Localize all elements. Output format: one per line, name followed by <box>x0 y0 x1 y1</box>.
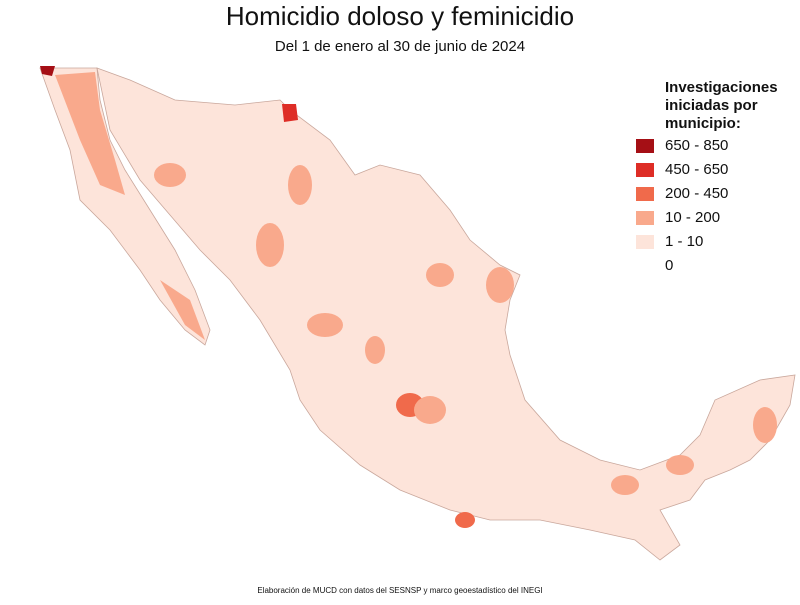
region <box>414 396 446 424</box>
region <box>40 66 55 76</box>
region <box>753 407 777 443</box>
subtitle: Del 1 de enero al 30 de junio de 2024 <box>275 38 525 55</box>
mainland <box>96 67 796 561</box>
legend-label: 10 - 200 <box>665 209 720 226</box>
legend-swatch <box>636 235 654 249</box>
region <box>365 336 385 364</box>
region <box>486 267 514 303</box>
legend-title: Investigaciones <box>665 79 778 96</box>
legend-swatch <box>636 139 654 153</box>
region <box>426 263 454 287</box>
region <box>282 104 298 122</box>
legend-swatch <box>636 259 654 273</box>
legend-label: 0 <box>665 257 673 274</box>
region <box>611 475 639 495</box>
region <box>55 72 125 195</box>
region <box>154 163 186 187</box>
legend-label: 200 - 450 <box>665 185 728 202</box>
region <box>160 280 205 340</box>
legend-label: 450 - 650 <box>665 161 728 178</box>
region <box>288 165 312 205</box>
legend-swatch <box>636 163 654 177</box>
legend-swatch <box>636 211 654 225</box>
region <box>666 455 694 475</box>
legend-swatch <box>636 187 654 201</box>
title: Homicidio doloso y feminicidio <box>226 1 574 31</box>
legend-title: municipio: <box>665 115 741 132</box>
region <box>307 313 343 337</box>
map <box>39 66 796 561</box>
legend-label: 650 - 850 <box>665 137 728 154</box>
region <box>256 223 284 267</box>
region <box>455 512 475 528</box>
legend-label: 1 - 10 <box>665 233 703 250</box>
source-note: Elaboración de MUCD con datos del SESNSP… <box>257 586 542 595</box>
legend-title: iniciadas por <box>665 97 758 114</box>
